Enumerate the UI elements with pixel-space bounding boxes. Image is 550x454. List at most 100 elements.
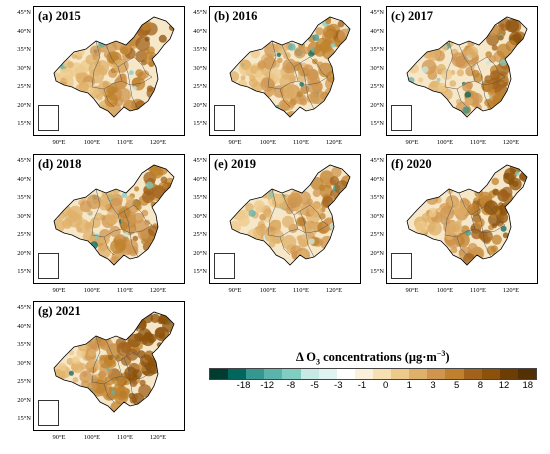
china-map — [229, 164, 351, 266]
latitude-label: 35°N — [370, 194, 384, 201]
colorbar-tick-label: -8 — [286, 380, 296, 391]
longitude-label: 110°E — [292, 287, 310, 294]
province-boundary — [299, 210, 307, 234]
colorbar-title: Δ O3 concentrations (μg·m−3) — [296, 349, 450, 367]
map-panel: (c) 2017 — [386, 6, 538, 136]
colorbar-tick-label: 5 — [454, 380, 460, 391]
latitude-label: 20°N — [193, 249, 207, 257]
latitude-label: 40°N — [17, 322, 31, 330]
colorbar-tick-label: 8 — [477, 380, 484, 391]
colorbar-tick-labels: -18 -12 -8 -5 -3 -1 0 1 3 5 8 12 18 — [209, 380, 535, 392]
colorbar-tick-label: 3 — [430, 380, 436, 391]
colorbar-tick-label: 0 — [382, 380, 389, 391]
china-map — [53, 16, 175, 118]
province-boundary — [133, 56, 153, 78]
latitude-label: 30°N — [17, 359, 31, 367]
colorbar-tick-label: -18 — [236, 380, 251, 391]
panel-title: (b) 2016 — [214, 9, 258, 23]
latitude-label: 20°N — [17, 396, 31, 404]
latitude-label: 15°N — [17, 415, 31, 422]
china-map — [53, 164, 175, 266]
country-border — [53, 311, 175, 413]
province-boundary — [299, 62, 307, 86]
map-panel: (g) 2021 — [33, 301, 185, 431]
colorbar-segment — [391, 369, 410, 379]
province-boundary — [486, 204, 506, 226]
latitude-label: 25°N — [17, 231, 31, 238]
panel-title: (g) 2021 — [38, 304, 81, 318]
province-boundary — [129, 84, 139, 110]
country-border — [229, 16, 351, 118]
panel-title: (d) 2018 — [38, 157, 82, 171]
colorbar-segment — [463, 369, 482, 379]
colorbar-segment — [210, 369, 229, 379]
colorbar-tick-label: 1 — [406, 380, 412, 391]
colorbar-segment — [427, 369, 446, 379]
colorbar-segment — [318, 369, 337, 379]
province-boundary — [123, 62, 131, 86]
latitude-label: 45°N — [193, 9, 207, 16]
latitude-label: 40°N — [370, 175, 384, 183]
panel-title: (e) 2019 — [214, 157, 256, 171]
province-boundary — [486, 56, 506, 78]
colorbar-tick-label: -3 — [334, 380, 343, 391]
longitude-label: 110°E — [116, 287, 134, 294]
country-border — [53, 16, 175, 118]
colorbar-tick-label: 18 — [522, 380, 534, 391]
longitude-label: 100°E — [83, 434, 101, 441]
longitude-label: 100°E — [259, 287, 277, 294]
colorbar-tick-label: -5 — [310, 380, 319, 391]
south-china-sea-inset — [214, 253, 235, 279]
colorbar-segment — [336, 369, 355, 379]
ozone-change-field — [414, 165, 527, 265]
longitude-label: 120°E — [502, 139, 520, 146]
latitude-label: 25°N — [193, 231, 207, 238]
map-panel: (f) 2020 — [386, 154, 538, 284]
latitude-label: 15°N — [17, 268, 31, 275]
province-boundary — [129, 232, 139, 258]
longitude-label: 110°E — [292, 139, 310, 146]
province-boundary — [482, 232, 492, 258]
colorbar-segment — [264, 369, 283, 379]
longitude-label: 90°E — [52, 287, 66, 294]
longitude-label: 110°E — [116, 139, 134, 146]
colorbar-tick-label: -12 — [260, 380, 275, 391]
province-boundary — [309, 204, 329, 226]
colorbar-segment — [499, 369, 518, 379]
longitude-label: 110°E — [469, 139, 487, 146]
province-boundary — [305, 84, 315, 110]
longitude-label: 120°E — [149, 139, 167, 146]
province-boundary — [482, 84, 492, 110]
map-panel: (a) 2015 — [33, 6, 185, 136]
province-boundary — [133, 351, 153, 373]
colorbar-segment — [246, 369, 265, 379]
ozone-change-field — [54, 165, 174, 265]
map-panel: (d) 2018 — [33, 154, 185, 284]
latitude-label: 30°N — [17, 212, 31, 220]
latitude-label: 35°N — [193, 194, 207, 201]
china-map — [406, 164, 528, 266]
latitude-label: 45°N — [17, 304, 31, 311]
latitude-label: 45°N — [370, 9, 384, 16]
province-boundary — [444, 228, 476, 238]
latitude-label: 25°N — [17, 378, 31, 385]
province-boundary — [267, 188, 277, 236]
map-panel: (b) 2016 — [209, 6, 361, 136]
colorbar-segment — [282, 369, 301, 379]
latitude-label: 20°N — [193, 101, 207, 109]
longitude-label: 100°E — [83, 287, 101, 294]
province-boundary — [267, 228, 299, 238]
country-border — [406, 16, 528, 118]
province-boundary — [123, 357, 131, 381]
longitude-label: 90°E — [228, 287, 242, 294]
longitude-label: 120°E — [149, 287, 167, 294]
province-boundary — [279, 88, 291, 108]
colorbar-segment — [445, 369, 464, 379]
china-map — [406, 16, 528, 118]
latitude-label: 35°N — [17, 341, 31, 348]
colorbar-segment — [481, 369, 500, 379]
south-china-sea-inset — [38, 105, 59, 131]
longitude-label: 110°E — [469, 287, 487, 294]
colorbar-segment — [372, 369, 392, 379]
latitude-label: 15°N — [370, 268, 384, 275]
